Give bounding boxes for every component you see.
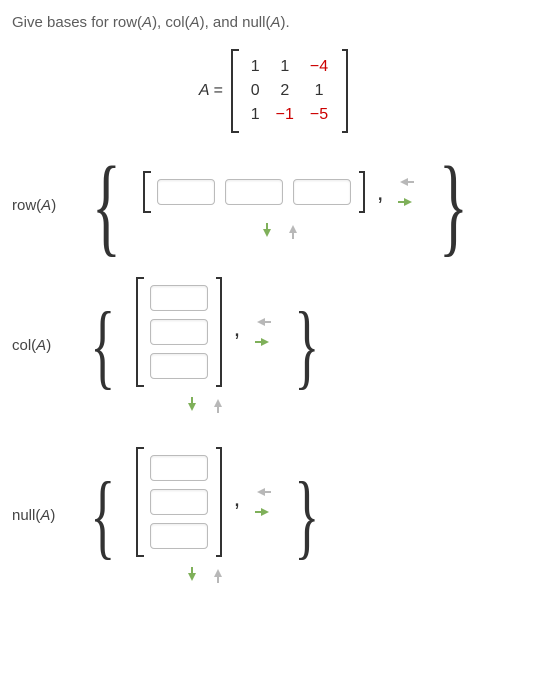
colA-comma: ,: [232, 315, 243, 343]
shrink-up-icon[interactable]: [282, 223, 304, 239]
shrink-left-icon[interactable]: [252, 314, 274, 330]
rowA-row-resize: [256, 223, 304, 239]
nullA-row-resize: [181, 567, 229, 583]
nullA-comma: ,: [232, 485, 243, 513]
grow-right-icon[interactable]: [252, 334, 274, 350]
colA-col-resize: [252, 314, 274, 350]
nullA-input-3[interactable]: [150, 523, 208, 549]
colA-input-3[interactable]: [150, 353, 208, 379]
nullA-label: null(A): [12, 507, 80, 524]
shrink-up-icon[interactable]: [207, 397, 229, 413]
colA-label: col(A): [12, 337, 80, 354]
grow-down-icon[interactable]: [181, 567, 203, 583]
nullA-col-resize: [252, 484, 274, 520]
rowA-input-3[interactable]: [293, 179, 351, 205]
nullA-input-1[interactable]: [150, 455, 208, 481]
colA-block: col(A) { ,: [12, 271, 535, 419]
right-brace-icon: }: [295, 307, 320, 383]
colA-row-resize: [181, 397, 229, 413]
grow-down-icon[interactable]: [256, 223, 278, 239]
rowA-input-1[interactable]: [157, 179, 215, 205]
rowA-label: row(A): [12, 197, 80, 214]
rowA-comma: ,: [375, 179, 386, 207]
colA-vector: [150, 285, 208, 379]
shrink-left-icon[interactable]: [252, 484, 274, 500]
nullA-input-2[interactable]: [150, 489, 208, 515]
shrink-up-icon[interactable]: [207, 567, 229, 583]
question-prompt: Give bases for row(A), col(A), and null(…: [12, 14, 535, 31]
nullA-vector: [150, 455, 208, 549]
nullA-block: null(A) { ,: [12, 441, 535, 589]
left-brace-icon: {: [92, 161, 121, 249]
rowA-input-2[interactable]: [225, 179, 283, 205]
grow-right-icon[interactable]: [252, 504, 274, 520]
left-brace-icon: {: [90, 307, 115, 383]
right-brace-icon: }: [439, 161, 468, 249]
matrix-lhs: A =: [199, 82, 223, 100]
rowA-vector: [157, 179, 351, 205]
colA-input-2[interactable]: [150, 319, 208, 345]
matrix-A: 11−40211−1−5: [231, 49, 348, 133]
shrink-left-icon[interactable]: [395, 174, 417, 190]
matrix-equation: A = 11−40211−1−5: [12, 49, 535, 133]
rowA-block: row(A) { ,: [12, 161, 535, 249]
left-brace-icon: {: [90, 477, 115, 553]
grow-down-icon[interactable]: [181, 397, 203, 413]
grow-right-icon[interactable]: [395, 194, 417, 210]
rowA-col-resize: [395, 174, 417, 210]
colA-input-1[interactable]: [150, 285, 208, 311]
right-brace-icon: }: [295, 477, 320, 553]
